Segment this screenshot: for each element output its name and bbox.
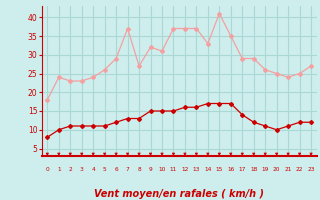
X-axis label: Vent moyen/en rafales ( km/h ): Vent moyen/en rafales ( km/h ) [94,189,264,199]
